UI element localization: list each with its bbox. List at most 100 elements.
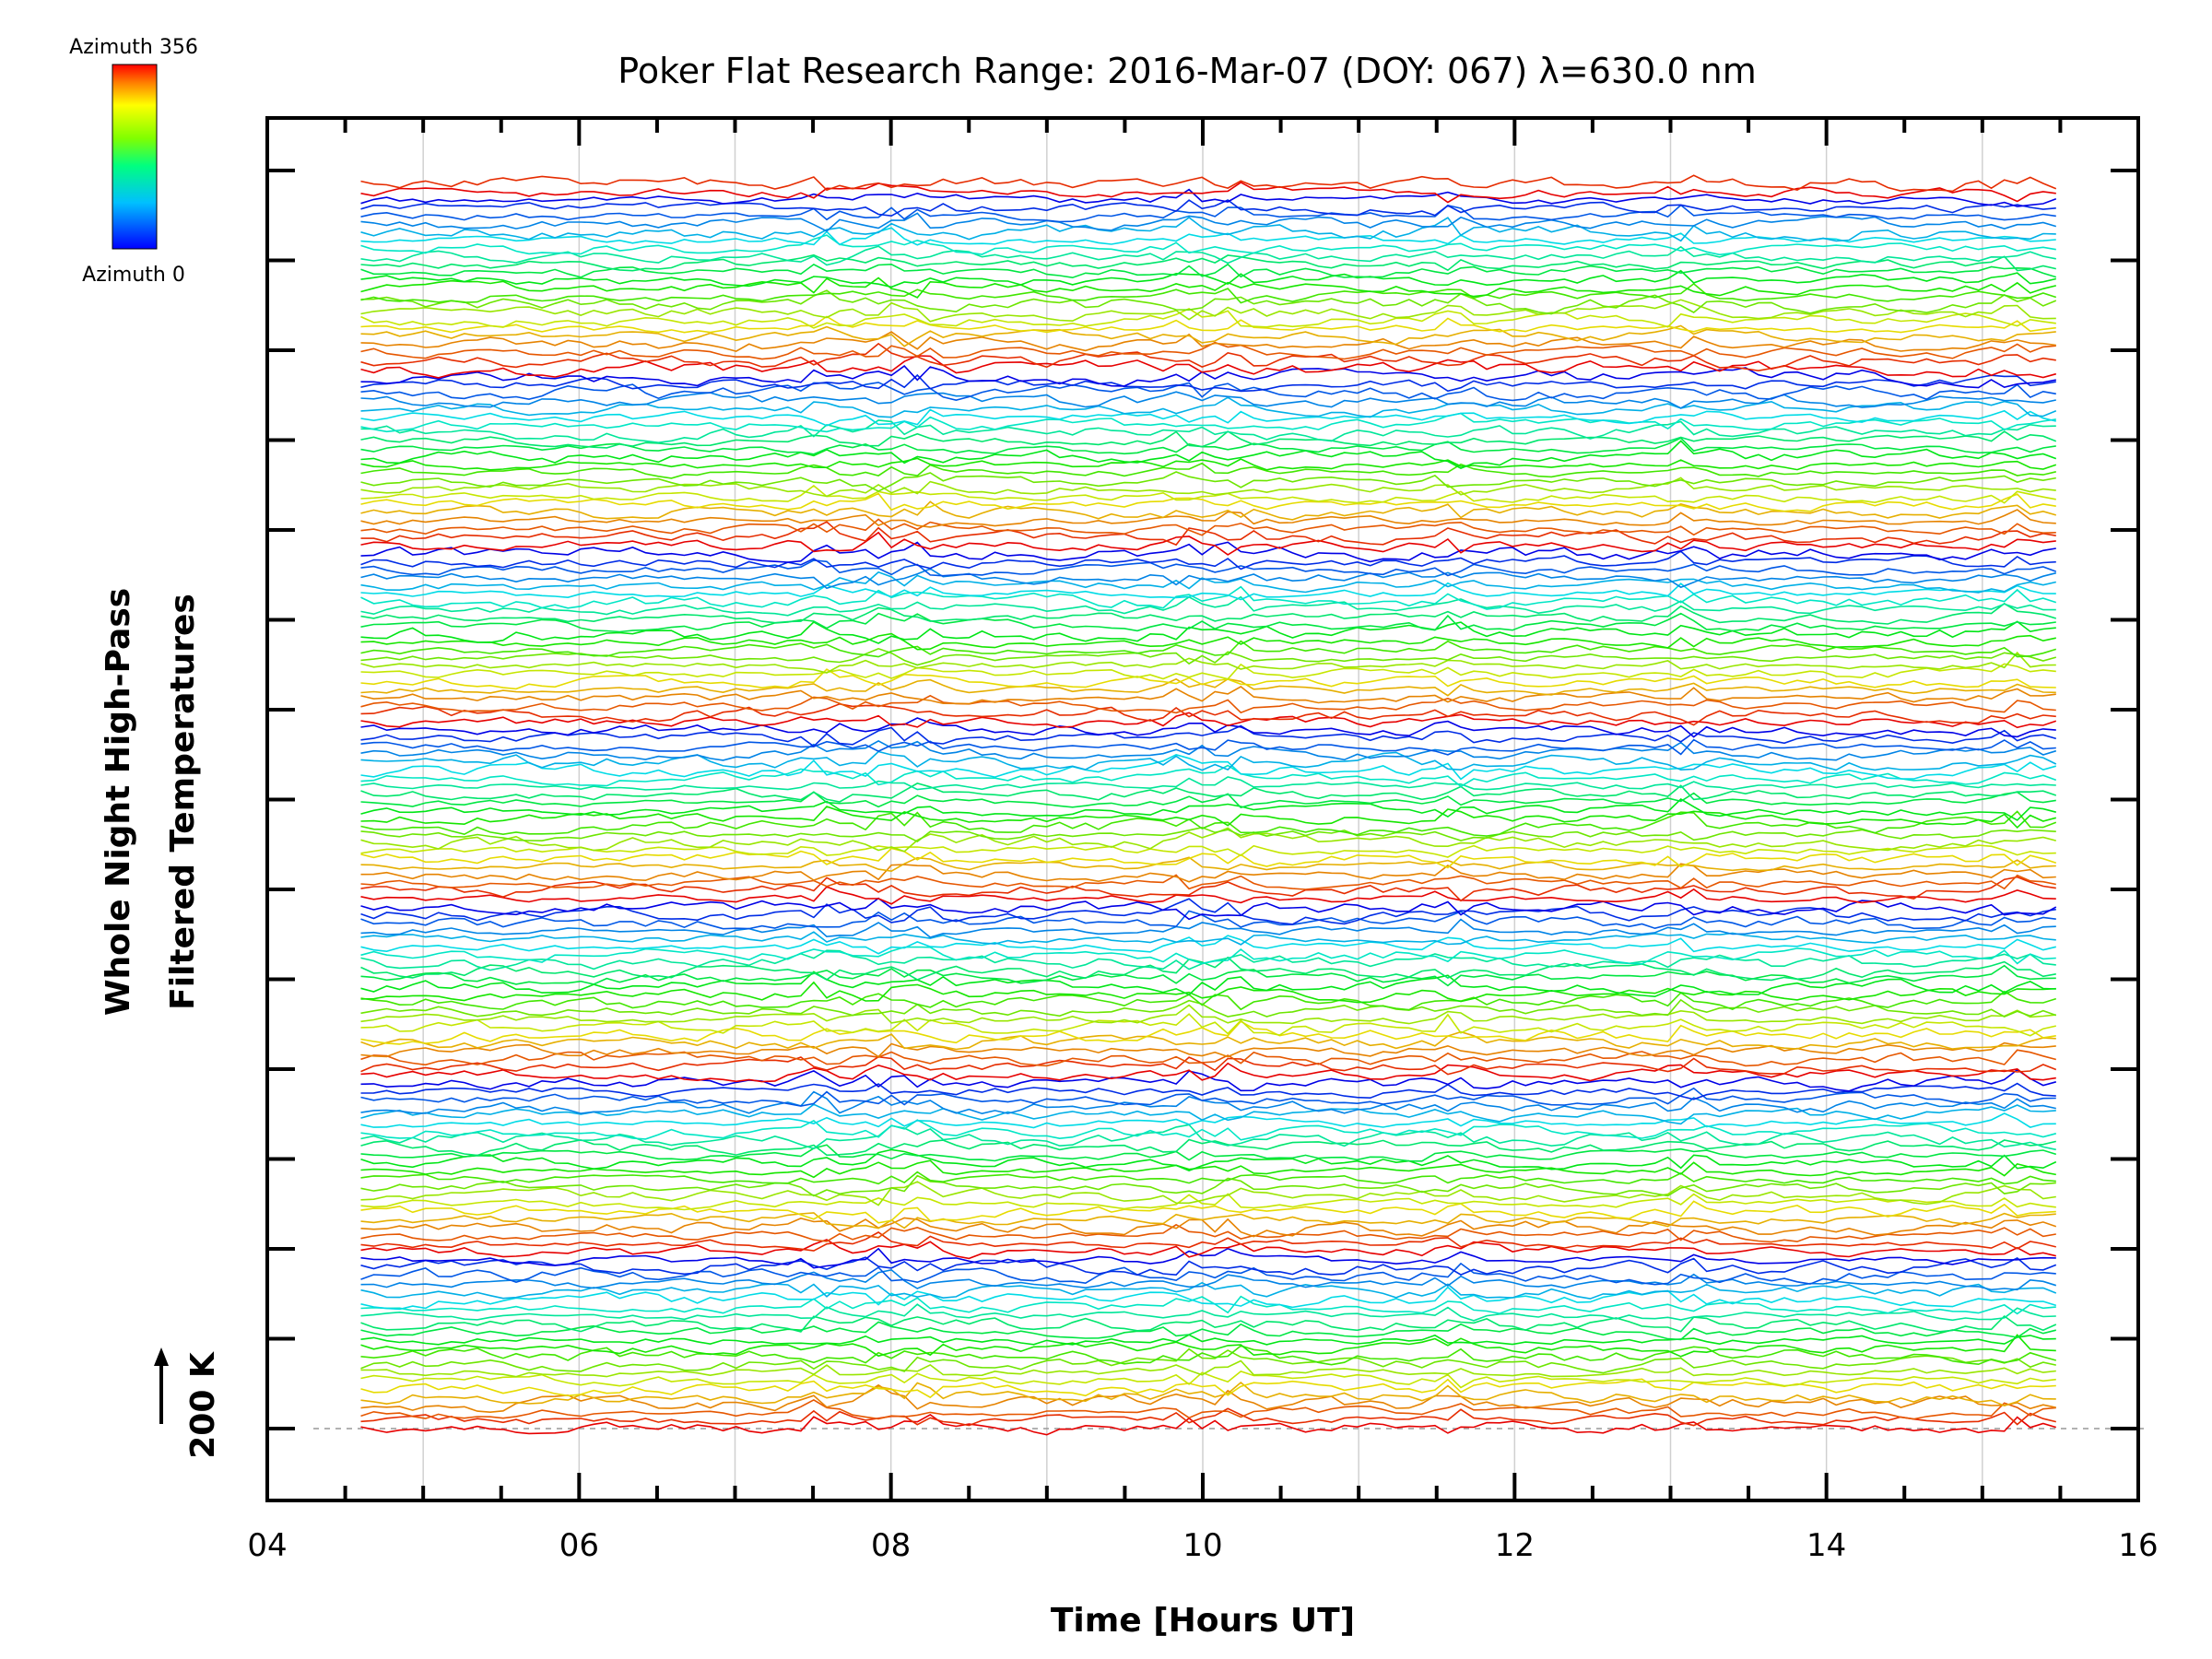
temperature-trace — [360, 212, 2057, 232]
temperature-trace — [360, 181, 2056, 204]
temperature-trace — [360, 668, 2056, 690]
temperature-trace — [360, 1381, 2056, 1407]
temperature-trace — [360, 712, 2057, 729]
temperature-trace — [360, 612, 2056, 633]
temperature-trace — [360, 500, 2057, 521]
x-tick-label: 14 — [1806, 1527, 1846, 1564]
temperature-trace — [360, 245, 2056, 266]
temperature-trace — [360, 1217, 2057, 1238]
trace-group — [360, 174, 2057, 1436]
temperature-trace — [360, 440, 2057, 469]
temperature-trace — [360, 1041, 2056, 1058]
temperature-trace — [360, 1334, 2056, 1358]
temperature-trace — [360, 686, 2056, 705]
temperature-trace — [360, 419, 2056, 444]
temperature-trace — [360, 856, 2056, 873]
temperature-trace — [360, 595, 2056, 617]
temperature-trace — [360, 518, 2056, 536]
x-axis-label: Time [Hours UT] — [1051, 1602, 1355, 1640]
temperature-trace — [360, 1398, 2056, 1420]
temperature-trace — [360, 585, 2057, 610]
temperature-trace — [360, 571, 2056, 594]
temperature-trace — [360, 1049, 2057, 1067]
temperature-trace — [360, 876, 2056, 902]
temperature-trace — [360, 1256, 2057, 1277]
temperature-trace — [360, 910, 2056, 930]
temperature-trace — [360, 1013, 2056, 1037]
temperature-trace — [360, 651, 2056, 674]
temperature-trace — [360, 898, 2056, 925]
temperature-trace — [360, 886, 2056, 905]
temperature-trace — [360, 1247, 2056, 1269]
temperature-trace — [360, 739, 2057, 761]
temperature-trace — [360, 1159, 2056, 1179]
colorbar-gradient — [112, 64, 158, 250]
chart-title: Poker Flat Research Range: 2016-Mar-07 (… — [618, 51, 1756, 91]
temperature-trace — [360, 806, 2057, 830]
temperature-trace — [360, 1383, 2056, 1414]
temperature-trace — [360, 1407, 2056, 1427]
temperature-trace — [360, 276, 2056, 299]
temperature-trace — [360, 1295, 2056, 1315]
temperature-trace — [360, 471, 2056, 492]
temperature-trace — [360, 677, 2056, 697]
temperature-trace — [360, 1321, 2056, 1341]
temperature-trace — [360, 568, 2056, 590]
x-tick-label: 08 — [871, 1527, 911, 1564]
temperature-trace — [360, 1268, 2057, 1291]
temperature-trace — [360, 253, 2056, 272]
temperature-trace — [360, 990, 2057, 1011]
temperature-trace — [360, 776, 2056, 791]
y-axis-label-line2: Filtered Temperatures — [164, 594, 202, 1010]
temperature-trace — [360, 531, 2056, 556]
y-axis-ticks — [267, 169, 2138, 1430]
temperature-trace — [360, 559, 2057, 577]
temperature-trace — [360, 1223, 2056, 1243]
temperature-trace — [360, 174, 2057, 193]
temperature-trace — [360, 1030, 2056, 1051]
temperature-trace — [360, 1413, 2057, 1436]
temperature-trace — [360, 1200, 2056, 1224]
temperature-trace — [360, 289, 2057, 315]
x-tick-label: 16 — [2118, 1527, 2158, 1564]
temperature-trace — [360, 307, 2056, 329]
temperature-trace — [360, 204, 2056, 223]
temperature-trace — [360, 640, 2057, 658]
temperature-trace — [360, 1174, 2056, 1197]
temperature-trace — [360, 1181, 2056, 1206]
temperature-trace — [360, 315, 2056, 334]
temperature-trace — [360, 826, 2056, 843]
temperature-trace — [360, 217, 2056, 242]
temperature-trace — [360, 918, 2056, 938]
temperature-trace — [360, 1148, 2057, 1171]
temperature-trace — [360, 365, 2056, 389]
temperature-trace — [360, 1144, 2057, 1162]
temperature-trace — [360, 1055, 2057, 1076]
temperature-trace — [360, 188, 2057, 207]
temperature-trace — [360, 949, 2056, 971]
temperature-trace — [360, 521, 2056, 547]
temperature-trace — [360, 931, 2056, 946]
temperature-trace — [360, 782, 2057, 803]
temperature-trace — [360, 1004, 2056, 1025]
temperature-trace — [360, 1359, 2056, 1378]
temperature-trace — [360, 1068, 2057, 1092]
temperature-trace — [360, 234, 2056, 256]
temperature-trace — [360, 874, 2056, 890]
temperature-trace — [360, 964, 2056, 987]
temperature-trace — [360, 1371, 2056, 1389]
temperature-trace — [360, 602, 2057, 625]
temperature-trace — [360, 1082, 2056, 1100]
temperature-trace — [360, 632, 2056, 651]
temperature-trace — [360, 738, 2056, 756]
temperature-trace — [360, 844, 2056, 858]
temperature-trace — [360, 702, 2056, 726]
temperature-trace — [360, 1314, 2057, 1333]
temperature-trace — [360, 1347, 2056, 1374]
temperature-trace — [360, 1090, 2056, 1115]
temperature-trace — [360, 1171, 2056, 1185]
temperature-trace — [360, 1062, 2056, 1083]
temperature-trace — [360, 430, 2057, 449]
temperature-trace — [360, 263, 2057, 279]
temperature-trace — [360, 981, 2056, 1004]
